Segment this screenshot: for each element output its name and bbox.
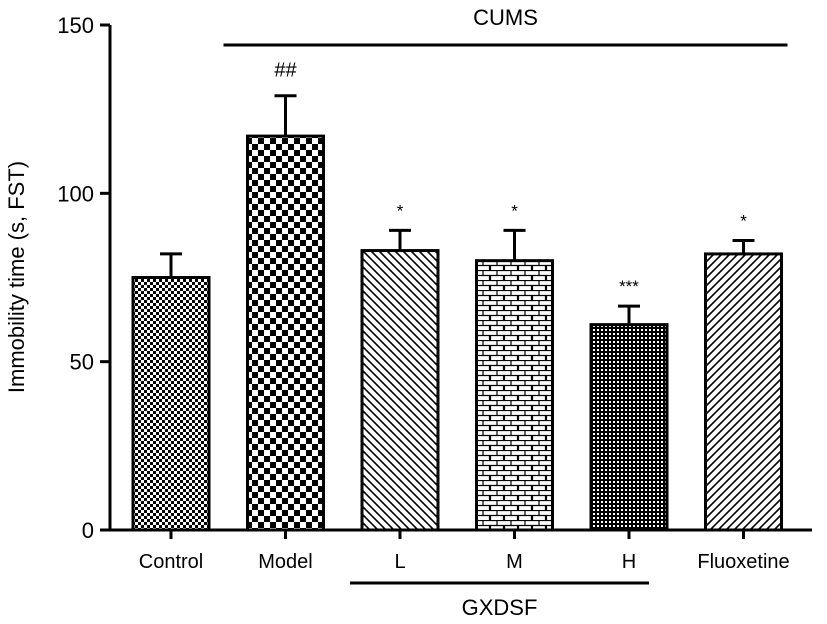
bar-model bbox=[246, 134, 325, 532]
bar-l bbox=[360, 249, 440, 532]
bars: ##* ***** bbox=[131, 60, 783, 532]
significance-label: * bbox=[397, 201, 404, 220]
y-tick-label: 150 bbox=[57, 13, 94, 38]
y-ticks: 0 50 100 150 bbox=[57, 13, 110, 543]
significance-label: *** bbox=[619, 277, 639, 296]
y-axis-title: Immobility time (s, FST) bbox=[4, 161, 29, 393]
group-brackets: CUMS GXDSF bbox=[223, 5, 788, 620]
bar-m bbox=[475, 259, 554, 532]
x-tick-label: L bbox=[394, 551, 405, 573]
x-tick-label: Fluoxetine bbox=[697, 551, 789, 573]
significance-label: ## bbox=[274, 60, 297, 82]
y-tick-label: 100 bbox=[57, 181, 94, 206]
bar-fluoxetine bbox=[704, 252, 783, 532]
x-tick-label: Control bbox=[139, 551, 203, 573]
group-label-gxdsf: GXDSF bbox=[462, 595, 538, 620]
x-tick-label: M bbox=[506, 551, 523, 573]
bar-h bbox=[589, 323, 669, 532]
bar-control bbox=[131, 276, 211, 532]
x-tick-label: Model bbox=[258, 551, 312, 573]
group-label-cums: CUMS bbox=[473, 5, 538, 30]
x-tick-label: H bbox=[622, 551, 636, 573]
category-labels: Control Model L M H Fluoxetine bbox=[139, 530, 790, 573]
significance-label: * bbox=[511, 201, 518, 220]
y-tick-label: 50 bbox=[70, 350, 94, 375]
y-tick-label: 0 bbox=[82, 518, 94, 543]
significance-label: * bbox=[740, 211, 747, 230]
